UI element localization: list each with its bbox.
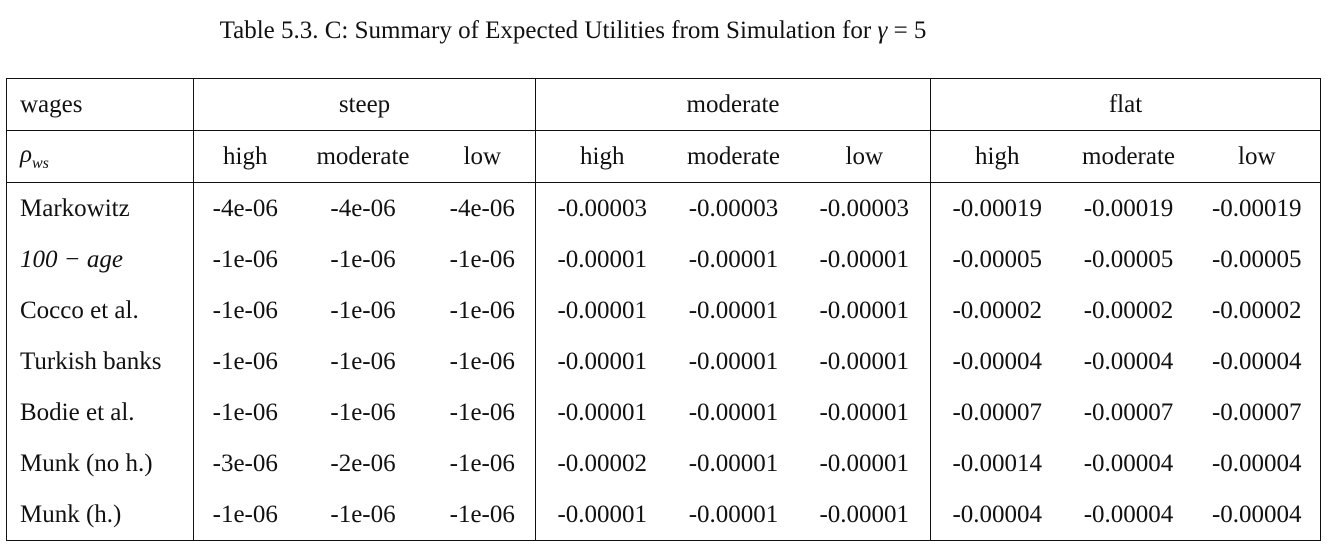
table-cell: -0.00001 bbox=[535, 489, 669, 541]
header-group-moderate: moderate bbox=[534, 78, 931, 131]
table-cell: -1e-06 bbox=[193, 489, 297, 541]
table-cell: -0.00007 bbox=[1193, 387, 1322, 438]
table-cell: -0.00001 bbox=[668, 489, 799, 541]
table-cell: -4e-06 bbox=[193, 182, 297, 234]
table-cell: -0.00001 bbox=[535, 285, 669, 336]
table-cell: -1e-06 bbox=[429, 489, 536, 541]
table-cell: -0.00019 bbox=[930, 182, 1064, 234]
table-cell: -0.00001 bbox=[688, 296, 779, 324]
table-cell: -0.00002 bbox=[1193, 285, 1322, 336]
subcol-header: moderate bbox=[668, 130, 799, 183]
row-label: Bodie et al. bbox=[6, 387, 194, 438]
row-label: Munk (no h.) bbox=[6, 438, 194, 489]
table-cell: -0.00001 bbox=[819, 245, 910, 273]
table-cell: -0.00001 bbox=[688, 347, 779, 375]
row-label: Munk (h.) bbox=[6, 489, 194, 541]
table-cell: -0.00001 bbox=[798, 489, 931, 541]
table-row: Bodie et al. -1e-06 -1e-06 -1e-06 -0.00001 -0… bbox=[6, 387, 1322, 438]
caption-gamma-symbol: γ bbox=[877, 17, 888, 44]
table-cell: -0.00004 bbox=[1193, 438, 1322, 489]
header-group-steep: steep bbox=[193, 78, 536, 131]
table-cell: -0.00001 bbox=[688, 398, 779, 426]
table-row: Turkish banks -1e-06 -1e-06 -1e-06 -0.00001-… bbox=[6, 336, 1322, 387]
subcol-header: low bbox=[798, 130, 931, 183]
table-row: Munk (h.) -1e-06 -1e-06 -1e-06 -0.00001 -0.00… bbox=[6, 489, 1322, 541]
header-rho-label: ρws bbox=[6, 130, 194, 183]
table-cell: -1e-06 bbox=[330, 398, 396, 426]
table-cell: -0.00004 bbox=[1193, 489, 1322, 541]
row-label: Markowitz bbox=[6, 182, 194, 234]
table-cell: -0.00004 bbox=[1083, 449, 1174, 477]
table-cell: -1e-06 bbox=[330, 245, 396, 273]
table-cell: -1e-06 bbox=[193, 285, 297, 336]
table-cell: -0.00001 bbox=[535, 336, 669, 387]
table-cell: -4e-06 bbox=[330, 194, 396, 222]
subcol-header: high bbox=[930, 130, 1064, 183]
table-row: 100 − age -1e-06 -1e-06 -1e-06 -0.00001 -0.00… bbox=[6, 234, 1322, 285]
table-cell: -0.00001 bbox=[819, 296, 910, 324]
table-cell: -0.00005 bbox=[930, 234, 1064, 285]
caption-equals: = 5 bbox=[893, 17, 927, 44]
table-row: Munk (no h.) -3e-06 -2e-06 -1e-06 -0.00002 -0… bbox=[6, 438, 1322, 489]
subcol-header: moderate bbox=[1063, 130, 1194, 183]
header-row-wages: wages steep moderate flat bbox=[6, 78, 1322, 131]
table-cell: -2e-06 bbox=[330, 449, 396, 477]
utilities-table: wages steep moderate flat ρws high moder… bbox=[6, 78, 1322, 541]
table-cell: -0.00003 bbox=[688, 194, 779, 222]
table-cell: -0.00002 bbox=[930, 285, 1064, 336]
subcol-header: high bbox=[535, 130, 669, 183]
table-cell: -1e-06 bbox=[193, 336, 297, 387]
table-cell: -0.00007 bbox=[930, 387, 1064, 438]
table-cell: -1e-06 bbox=[449, 398, 515, 426]
table-cell: -0.00005 bbox=[1083, 245, 1174, 273]
table-cell: -0.00001 bbox=[819, 347, 910, 375]
table-cell: -1e-06 bbox=[296, 489, 430, 541]
table-cell: -3e-06 bbox=[193, 438, 297, 489]
table-cell: -0.00004 bbox=[1063, 489, 1194, 541]
table-cell: -0.00001 bbox=[688, 245, 779, 273]
table-cell: -0.00002 bbox=[535, 438, 669, 489]
table-cell: -0.00003 bbox=[819, 194, 910, 222]
table-cell: -0.00004 bbox=[1083, 347, 1174, 375]
table-cell: -0.00019 bbox=[1193, 182, 1322, 234]
table-cell: -1e-06 bbox=[193, 234, 297, 285]
row-label: Cocco et al. bbox=[6, 285, 194, 336]
table-cell: -0.00004 bbox=[1193, 336, 1322, 387]
table-cell: -1e-06 bbox=[449, 296, 515, 324]
table-cell: -0.00005 bbox=[1193, 234, 1322, 285]
table-cell: -0.00001 bbox=[819, 398, 910, 426]
table-cell: -4e-06 bbox=[449, 194, 515, 222]
table-caption: Table 5.3. C: Summary of Expected Utilit… bbox=[0, 12, 1146, 50]
header-row-rho: ρws high moderate low high moderate low … bbox=[6, 130, 1322, 183]
subcol-header: moderate bbox=[296, 130, 430, 183]
table-cell: -1e-06 bbox=[330, 347, 396, 375]
table-cell: -0.00002 bbox=[1083, 296, 1174, 324]
table-cell: -0.00001 bbox=[819, 449, 910, 477]
caption-text: Table 5.3. C: Summary of Expected Utilit… bbox=[219, 17, 878, 44]
header-group-flat: flat bbox=[930, 78, 1322, 131]
table-cell: -0.00019 bbox=[1083, 194, 1174, 222]
table-cell: -1e-06 bbox=[449, 347, 515, 375]
table-cell: -0.00001 bbox=[535, 234, 669, 285]
table-cell: -0.00003 bbox=[535, 182, 669, 234]
subcol-header: low bbox=[1193, 130, 1322, 183]
header-wages-label: wages bbox=[6, 78, 194, 131]
subcol-header: high bbox=[193, 130, 297, 183]
table-row: Cocco et al. -1e-06 -1e-06 -1e-06 -0.00001 -0… bbox=[6, 285, 1322, 336]
table-cell: -1e-06 bbox=[330, 296, 396, 324]
table-cell: -1e-06 bbox=[449, 245, 515, 273]
table-cell: -0.00004 bbox=[930, 336, 1064, 387]
table-cell: -0.00001 bbox=[688, 449, 779, 477]
table-cell: -0.00007 bbox=[1083, 398, 1174, 426]
table-cell: -1e-06 bbox=[193, 387, 297, 438]
table-cell: -1e-06 bbox=[449, 449, 515, 477]
table-cell: -0.00001 bbox=[535, 387, 669, 438]
table-row: Markowitz -4e-06 -4e-06 -4e-06 -0.00003 -0.00… bbox=[6, 182, 1322, 234]
table-cell: -0.00004 bbox=[930, 489, 1064, 541]
row-label: Turkish banks bbox=[6, 336, 194, 387]
subcol-header: low bbox=[429, 130, 536, 183]
table-cell: -0.00014 bbox=[930, 438, 1064, 489]
row-label: 100 − age bbox=[6, 234, 194, 285]
